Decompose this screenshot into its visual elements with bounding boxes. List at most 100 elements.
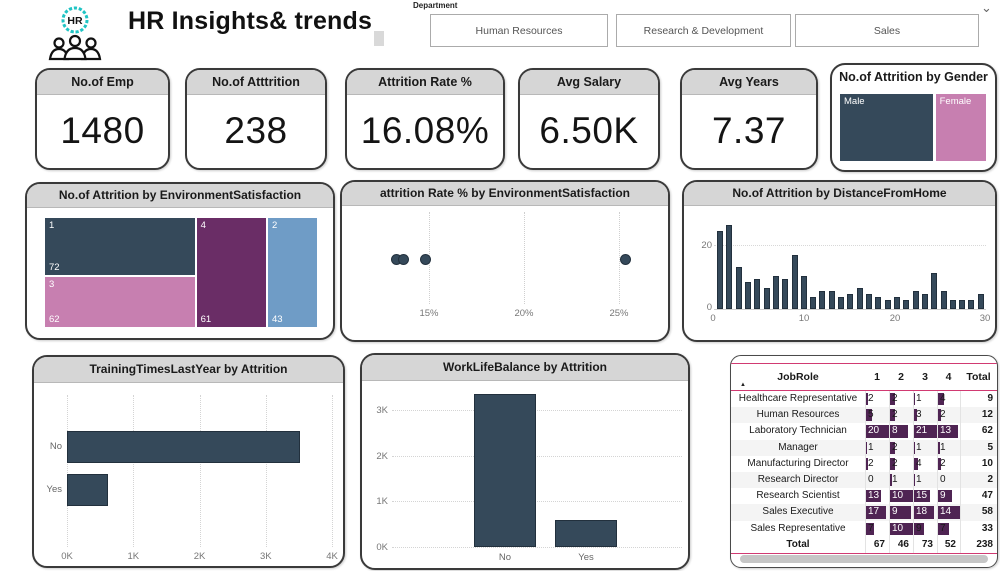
bar[interactable] xyxy=(726,225,733,309)
jobrole-cell: Manufacturing Director xyxy=(747,457,849,469)
cell-value: 2 xyxy=(892,393,898,404)
value-cell: 1 xyxy=(913,471,937,489)
value-cell: 1 xyxy=(913,391,937,408)
bar[interactable] xyxy=(791,255,798,309)
bar[interactable] xyxy=(875,297,882,309)
gender-segment[interactable]: Male xyxy=(840,94,933,161)
table-scrollbar[interactable] xyxy=(740,555,988,563)
data-bar xyxy=(914,522,924,535)
gridline xyxy=(67,395,68,547)
table-row[interactable]: Sales Executive 17 9 18 14 58 xyxy=(731,504,997,521)
x-axis-tick: 1K xyxy=(127,551,140,562)
column-header[interactable]: 1 xyxy=(874,371,880,383)
bar[interactable] xyxy=(940,291,947,309)
bar[interactable] xyxy=(67,474,109,506)
bar[interactable] xyxy=(921,294,928,309)
bar[interactable] xyxy=(912,291,919,309)
value-cell: 15 xyxy=(913,488,937,505)
table-row[interactable]: Sales Representative 7 10 9 7 33 xyxy=(731,520,997,537)
bar[interactable] xyxy=(968,300,975,309)
slicer-button-research-development[interactable]: Research & Development xyxy=(616,14,791,47)
scrollbar-chip[interactable] xyxy=(374,31,384,46)
bar[interactable] xyxy=(474,393,536,547)
data-bar xyxy=(866,490,881,503)
treemap-block[interactable]: 2 43 xyxy=(267,218,317,327)
scatter-point[interactable] xyxy=(397,254,409,265)
value-cell: 2 xyxy=(865,455,889,472)
table-row[interactable]: Research Director 0 1 1 0 2 xyxy=(731,471,997,489)
column-header[interactable]: 2 xyxy=(898,371,904,383)
cell-value: 9 xyxy=(916,522,922,534)
bar[interactable] xyxy=(763,288,770,309)
table-row[interactable]: Manufacturing Director 2 2 4 2 10 xyxy=(731,455,997,472)
bar[interactable] xyxy=(903,300,910,309)
table-row[interactable]: Manager 1 2 1 1 5 xyxy=(731,439,997,456)
cell-value: 2 xyxy=(940,457,946,469)
bar[interactable] xyxy=(977,294,984,309)
bar[interactable] xyxy=(828,291,835,309)
bar[interactable] xyxy=(67,431,301,463)
bar[interactable] xyxy=(931,273,938,309)
bar[interactable] xyxy=(735,267,742,309)
sort-ascending-icon[interactable]: ▲ xyxy=(740,382,746,388)
y-axis-tick: 1K xyxy=(376,496,388,508)
bar[interactable] xyxy=(866,294,872,309)
data-bar xyxy=(914,425,937,438)
gridline xyxy=(714,245,986,246)
bar[interactable] xyxy=(847,294,854,309)
bar[interactable] xyxy=(772,276,779,309)
table-row[interactable]: Laboratory Technician 20 8 21 13 62 xyxy=(731,423,997,440)
bar[interactable] xyxy=(754,279,761,309)
treemap-block[interactable]: 4 61 xyxy=(196,218,266,327)
bar[interactable] xyxy=(555,519,617,547)
gender-segment[interactable]: Female xyxy=(935,94,986,161)
treemap-block[interactable]: 3 62 xyxy=(45,276,195,327)
chart-title: No.of Attrition by Gender xyxy=(839,70,988,84)
bar[interactable] xyxy=(717,231,723,309)
cell-value: 7 xyxy=(868,522,874,534)
column-header[interactable]: Total xyxy=(966,371,991,383)
jobrole-cell: Sales Executive xyxy=(762,506,834,518)
jobrole-cell: Healthcare Representative xyxy=(738,393,858,404)
bar[interactable] xyxy=(856,288,863,309)
column-header[interactable]: 3 xyxy=(922,371,928,383)
data-bar xyxy=(866,522,875,535)
treemap-block[interactable]: 1 72 xyxy=(45,218,195,275)
x-axis-category: Yes xyxy=(578,552,594,563)
column-header[interactable]: 4 xyxy=(945,371,952,383)
scatter-point[interactable] xyxy=(419,254,431,265)
data-bar xyxy=(938,522,949,535)
column-header[interactable]: JobRole xyxy=(777,371,819,383)
block-value-label: 61 xyxy=(200,314,212,325)
gridline xyxy=(332,395,333,547)
bar[interactable] xyxy=(800,276,807,309)
bar[interactable] xyxy=(810,297,817,309)
total-value-cell: 46 xyxy=(889,536,913,553)
value-cell: 9 xyxy=(913,520,937,537)
cell-value: 1 xyxy=(916,393,922,404)
bar[interactable] xyxy=(949,300,956,309)
cell-value: 0 xyxy=(868,473,874,485)
bar[interactable] xyxy=(893,297,900,309)
x-axis-tick: 4K xyxy=(326,551,338,562)
table-row[interactable]: Human Resources 5 2 3 2 12 xyxy=(731,407,997,424)
table-row[interactable]: Healthcare Representative 2 2 1 4 9 xyxy=(731,391,997,408)
chevron-down-icon[interactable]: ⌄ xyxy=(981,0,992,15)
table-row[interactable]: Research Scientist 13 10 15 9 47 xyxy=(731,488,997,505)
cell-value: 1 xyxy=(892,473,898,485)
slicer-button-human-resources[interactable]: Human Resources xyxy=(430,14,608,47)
value-cell: 10 xyxy=(889,520,913,537)
cell-value: 2 xyxy=(940,409,946,421)
gridline xyxy=(133,395,135,547)
bar[interactable] xyxy=(819,291,826,309)
bar[interactable] xyxy=(744,282,751,309)
scatter-point[interactable] xyxy=(620,254,632,265)
bar[interactable] xyxy=(838,297,845,309)
kpi-card-avg-salary: Avg Salary 6.50K xyxy=(518,68,660,170)
bar[interactable] xyxy=(959,300,966,309)
data-bar xyxy=(866,409,872,422)
bar[interactable] xyxy=(782,279,789,309)
bar[interactable] xyxy=(884,300,891,309)
slicer-button-sales[interactable]: Sales xyxy=(795,14,979,47)
cell-value: 4 xyxy=(940,393,946,404)
